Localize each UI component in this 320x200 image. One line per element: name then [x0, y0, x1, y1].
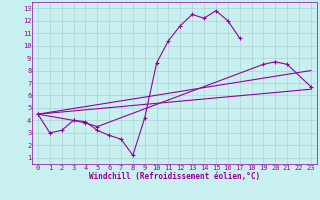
X-axis label: Windchill (Refroidissement éolien,°C): Windchill (Refroidissement éolien,°C): [89, 172, 260, 181]
